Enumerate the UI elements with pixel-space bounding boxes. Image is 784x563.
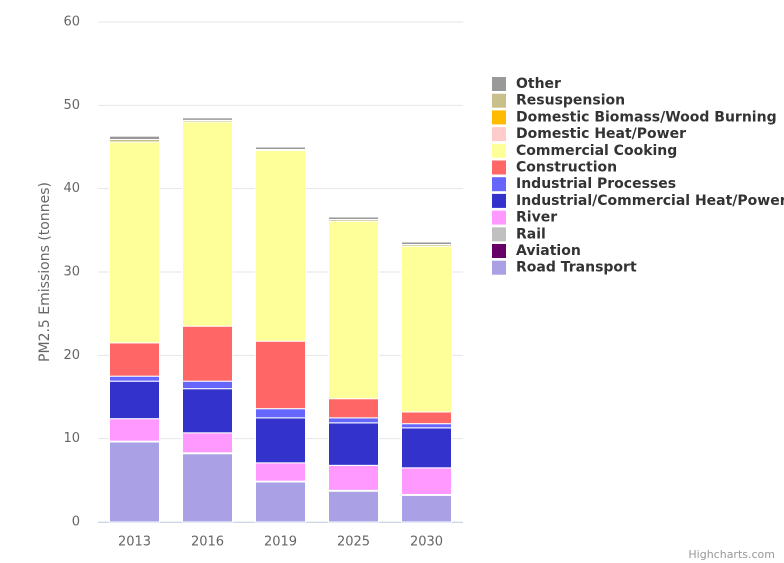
- bar-segment: [109, 342, 160, 377]
- bar-segment: [328, 220, 379, 400]
- legend-swatch: [492, 127, 506, 142]
- y-tick-label: 50: [63, 98, 80, 113]
- legend-label: Domestic Heat/Power: [516, 126, 686, 142]
- legend-label: Resuspension: [516, 93, 625, 109]
- x-tick-label: 2025: [337, 535, 370, 550]
- legend-label: Commercial Cooking: [516, 143, 677, 159]
- legend-swatch: [492, 244, 506, 258]
- bar-segment: [182, 117, 233, 121]
- bar-segment: [328, 490, 379, 523]
- bar-segment: [255, 149, 306, 342]
- bar-segment: [182, 432, 233, 454]
- bar-segment: [255, 408, 306, 419]
- legend-swatch: [492, 143, 506, 158]
- bar-segment: [182, 380, 233, 390]
- x-tick-label: 2013: [118, 535, 151, 550]
- x-tick-label: 2019: [264, 535, 297, 550]
- bar-segment: [401, 423, 452, 429]
- y-tick-label: 30: [63, 265, 80, 280]
- bar-segment: [328, 398, 379, 419]
- y-tick-label: 60: [63, 15, 80, 30]
- legend-swatch: [492, 260, 506, 275]
- bar-segment: [401, 494, 452, 523]
- legend-swatch: [492, 227, 506, 242]
- legend-swatch: [492, 93, 506, 108]
- legend-label: Construction: [516, 160, 617, 176]
- bar-segment: [255, 340, 306, 410]
- bar-segment: [182, 121, 233, 327]
- legend-swatch: [492, 110, 506, 125]
- y-tick-label: 10: [63, 431, 80, 446]
- legend-label: Domestic Biomass/Wood Burning: [516, 109, 777, 125]
- bar-segment: [328, 422, 379, 466]
- legend-swatch: [492, 177, 506, 192]
- bar-segment: [255, 417, 306, 464]
- bar-segment: [255, 481, 306, 523]
- bar-segment: [109, 418, 160, 442]
- bar-segment: [255, 146, 306, 150]
- y-tick-label: 20: [63, 348, 80, 363]
- bar-segment: [401, 411, 452, 425]
- bar-segment: [401, 427, 452, 469]
- bar-segment: [328, 216, 379, 220]
- bar-segment: [182, 388, 233, 434]
- bar-segment: [109, 441, 160, 523]
- legend-label: Industrial/Commercial Heat/Power: [516, 193, 784, 209]
- legend-label: Industrial Processes: [516, 176, 676, 192]
- bar-segment: [401, 245, 452, 413]
- bar-segment: [328, 464, 379, 491]
- legend-label: Rail: [516, 226, 546, 242]
- legend-label: River: [516, 210, 557, 226]
- legend-swatch: [492, 77, 506, 91]
- legend-swatch: [492, 160, 506, 175]
- bar-segment: [109, 375, 160, 382]
- bar-segment: [182, 325, 233, 382]
- y-tick-label: 40: [63, 181, 80, 196]
- bar-segment: [401, 467, 452, 496]
- x-tick-label: 2016: [191, 535, 224, 550]
- bar-segment: [328, 417, 379, 424]
- y-tick-label: 0: [72, 515, 80, 530]
- legend-label: Aviation: [516, 243, 581, 259]
- bar-segment: [109, 380, 160, 420]
- bar-segment: [109, 135, 160, 141]
- bar-segment: [109, 141, 160, 344]
- bar-segment: [182, 453, 233, 523]
- x-tick-label: 2030: [410, 535, 443, 550]
- legend-label: Road Transport: [516, 260, 637, 276]
- bar-segment: [401, 241, 452, 245]
- legend-swatch: [492, 193, 506, 208]
- legend-swatch: [492, 210, 506, 225]
- credits[interactable]: Highcharts.com: [688, 548, 775, 561]
- legend-label: Other: [516, 76, 561, 92]
- bar-segment: [255, 462, 306, 482]
- y-axis-title: PM2.5 Emissions (tonnes): [37, 182, 53, 362]
